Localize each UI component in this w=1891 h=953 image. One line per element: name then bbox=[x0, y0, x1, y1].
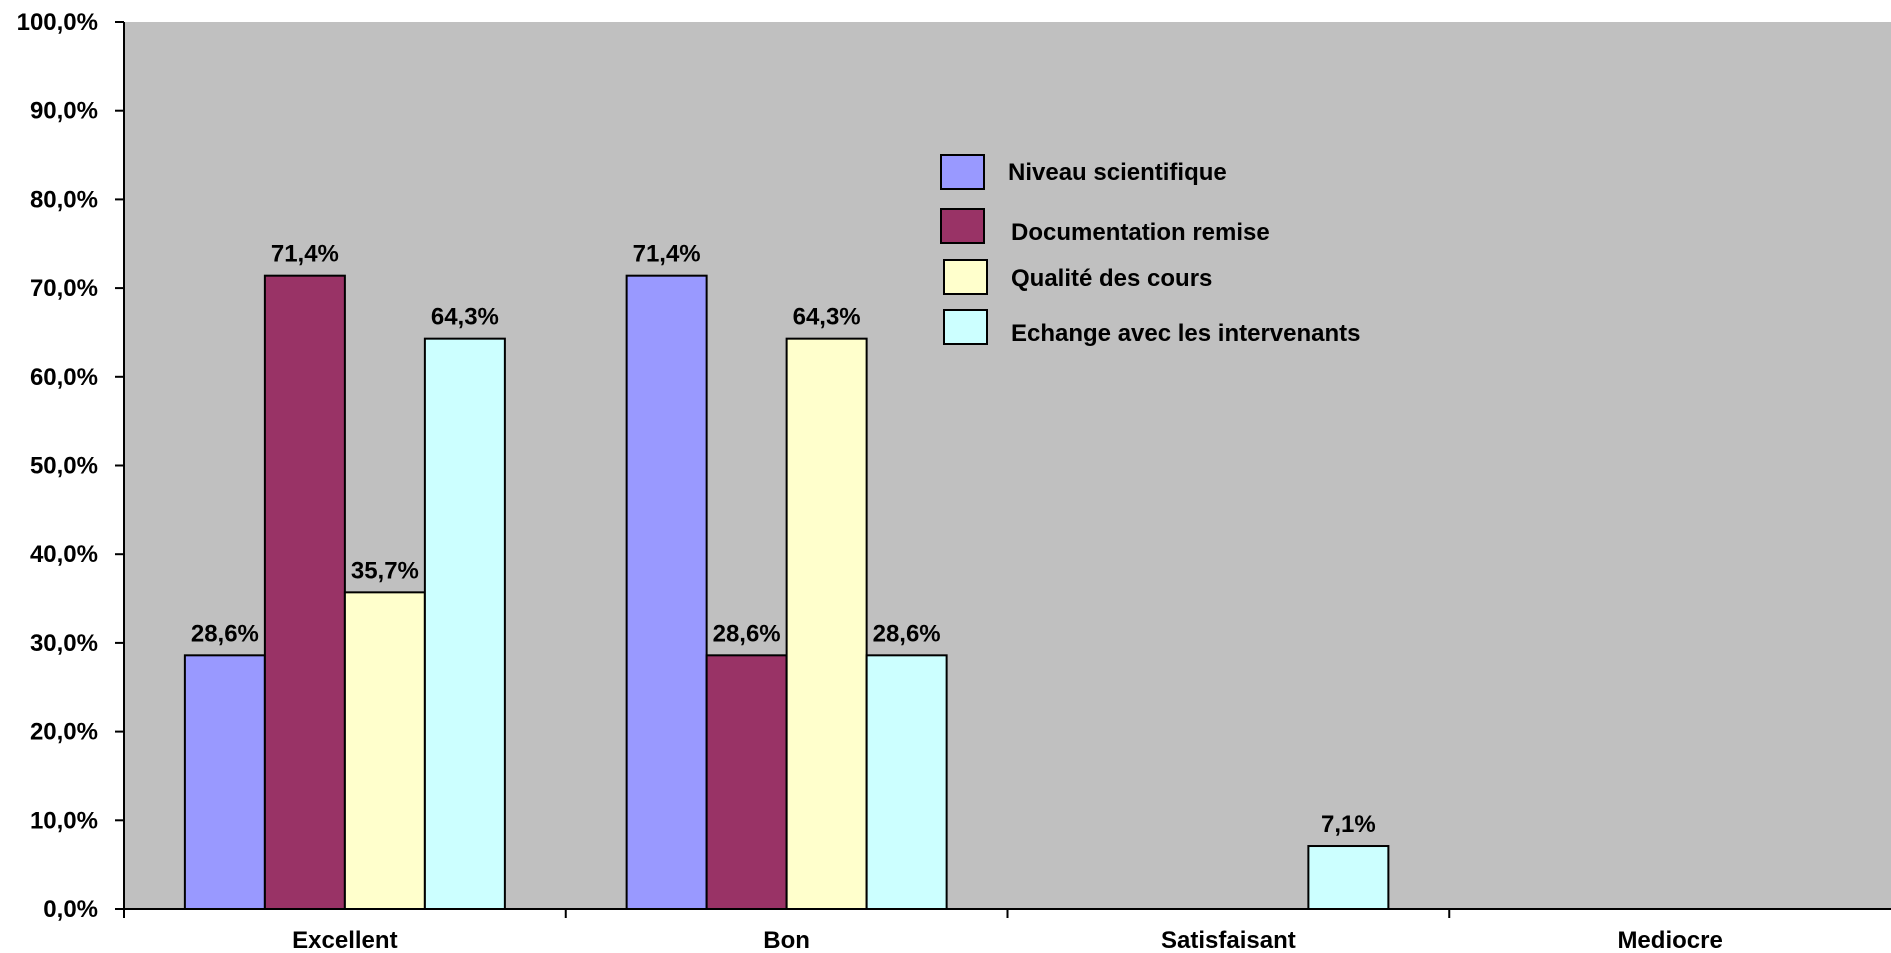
bar-niveau-scientifique-bon bbox=[625, 274, 708, 910]
legend-swatch bbox=[940, 154, 985, 190]
data-label: 71,4% bbox=[633, 241, 701, 268]
axes-group bbox=[115, 21, 1891, 918]
legend-label: Niveau scientifique bbox=[1008, 159, 1227, 186]
y-tick-labels-group: 0,0% 10,0% 20,0% 30,0% 40,0% 50,0% 60,0% 70,0% 8… bbox=[17, 9, 98, 923]
x-tick-label: Excellent bbox=[292, 927, 397, 953]
x-tick-label: Bon bbox=[763, 927, 810, 953]
x-tick-labels-group: Excellent Bon Satisfaisant Mediocre bbox=[292, 927, 1723, 953]
bar-niveau-scientifique-excellent bbox=[183, 654, 266, 910]
bar-echange-avec-les-intervenants-excellent bbox=[423, 337, 506, 910]
y-tick-label: 30,0% bbox=[30, 630, 98, 657]
data-labels-group: 28,6% 71,4% 71,4% 28,6% 35,7% 64,3% 64,3% 28,6%… bbox=[191, 241, 1376, 838]
data-label: 64,3% bbox=[431, 304, 499, 331]
y-tick-label: 0,0% bbox=[43, 896, 98, 923]
bar-qualit-des-cours-bon bbox=[785, 337, 868, 910]
y-tick-label: 80,0% bbox=[30, 186, 98, 213]
legend-label: Documentation remise bbox=[1011, 219, 1270, 246]
y-tick-label: 90,0% bbox=[30, 98, 98, 125]
data-label: 7,1% bbox=[1321, 811, 1376, 838]
y-tick-label: 100,0% bbox=[17, 9, 98, 36]
y-tick-label: 50,0% bbox=[30, 453, 98, 480]
bar-documentation-remise-bon bbox=[705, 654, 788, 910]
bars-group bbox=[183, 274, 1390, 911]
legend-label: Echange avec les intervenants bbox=[1011, 320, 1361, 347]
y-tick-label: 60,0% bbox=[30, 364, 98, 391]
legend-label: Qualité des cours bbox=[1011, 265, 1212, 292]
y-tick-label: 70,0% bbox=[30, 275, 98, 302]
y-tick-label: 40,0% bbox=[30, 541, 98, 568]
bar-echange-avec-les-intervenants-satisfaisant bbox=[1307, 845, 1390, 911]
data-label: 71,4% bbox=[271, 241, 339, 268]
bar-qualit-des-cours-excellent bbox=[343, 591, 426, 910]
data-label: 64,3% bbox=[793, 304, 861, 331]
bar-echange-avec-les-intervenants-bon bbox=[865, 654, 948, 910]
x-tick-label: Satisfaisant bbox=[1161, 927, 1296, 953]
legend-swatch bbox=[940, 208, 985, 244]
data-label: 28,6% bbox=[191, 620, 259, 647]
data-label: 35,7% bbox=[351, 557, 419, 584]
legend-swatch bbox=[943, 309, 988, 345]
data-label: 28,6% bbox=[873, 620, 941, 647]
data-label: 28,6% bbox=[713, 620, 781, 647]
legend: Niveau scientifique Documentation remise Q… bbox=[940, 154, 1361, 347]
legend-swatch bbox=[943, 259, 988, 295]
x-tick-label: Mediocre bbox=[1617, 927, 1722, 953]
y-tick-label: 20,0% bbox=[30, 719, 98, 746]
bar-documentation-remise-excellent bbox=[263, 274, 346, 910]
y-tick-label: 10,0% bbox=[30, 807, 98, 834]
